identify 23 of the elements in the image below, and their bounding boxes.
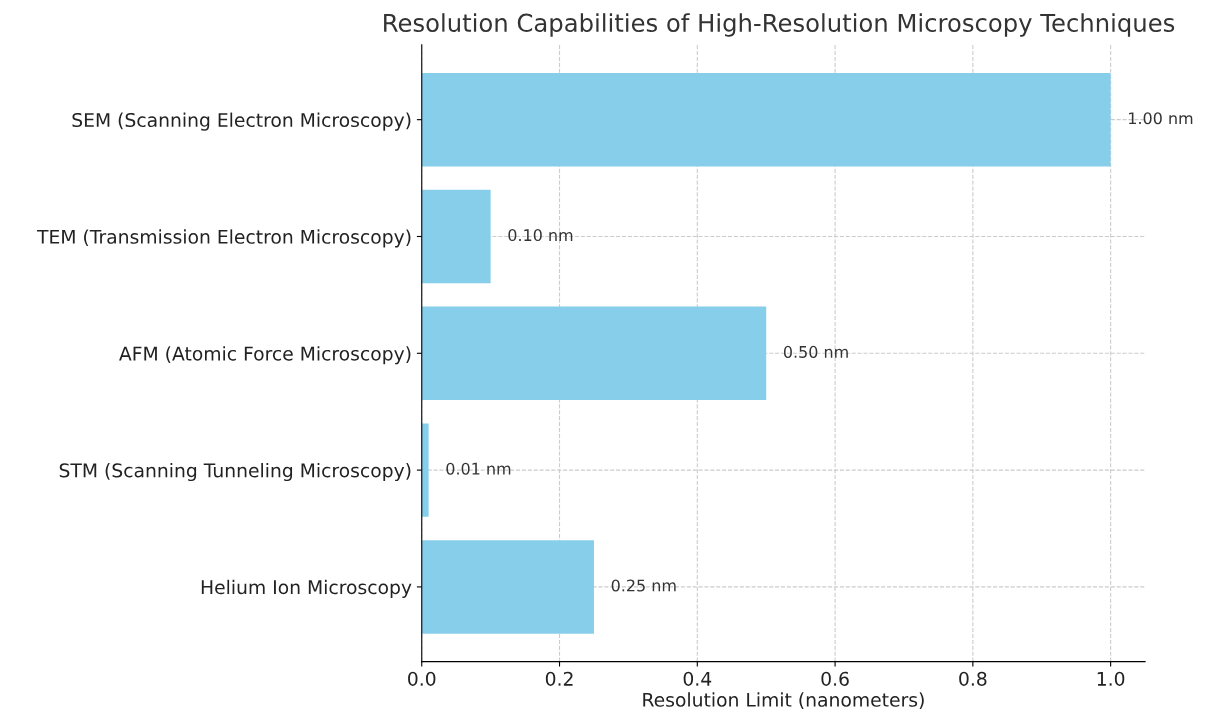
data-label: 0.01 nm xyxy=(446,462,511,475)
y-tick-label: AFM (Atomic Force Microscopy) xyxy=(119,346,411,365)
bar xyxy=(421,72,1111,167)
y-tick-label: STM (Scanning Tunneling Microscopy) xyxy=(59,462,411,482)
x-tick-label: 0.8 xyxy=(959,671,987,686)
chart-title: Resolution Capabilities of High-Resolution Microscopy Techniques xyxy=(384,13,1175,37)
x-tick-label: 0.4 xyxy=(683,671,712,686)
bar xyxy=(421,306,767,401)
y-tick-label: TEM (Transmission Electron Microscopy) xyxy=(36,229,411,248)
x-tick-label: 0.6 xyxy=(821,671,849,686)
y-tick-label: SEM (Scanning Electron Microscopy) xyxy=(72,112,411,131)
y-tick-label: Helium Ion Microscopy xyxy=(201,579,412,598)
data-label: 0.50 nm xyxy=(783,345,848,358)
bar xyxy=(421,189,491,284)
data-label: 0.25 nm xyxy=(611,579,676,592)
bar xyxy=(421,423,429,517)
data-label: 0.10 nm xyxy=(508,229,573,242)
bar xyxy=(421,540,594,634)
x-tick-label: 0.2 xyxy=(545,671,573,686)
x-tick-label: 0.0 xyxy=(408,671,436,686)
x-tick-label: 1.0 xyxy=(1097,671,1125,686)
x-axis-title: Resolution Limit (nanometers) xyxy=(643,692,924,710)
data-label: 1.00 nm xyxy=(1129,112,1193,125)
